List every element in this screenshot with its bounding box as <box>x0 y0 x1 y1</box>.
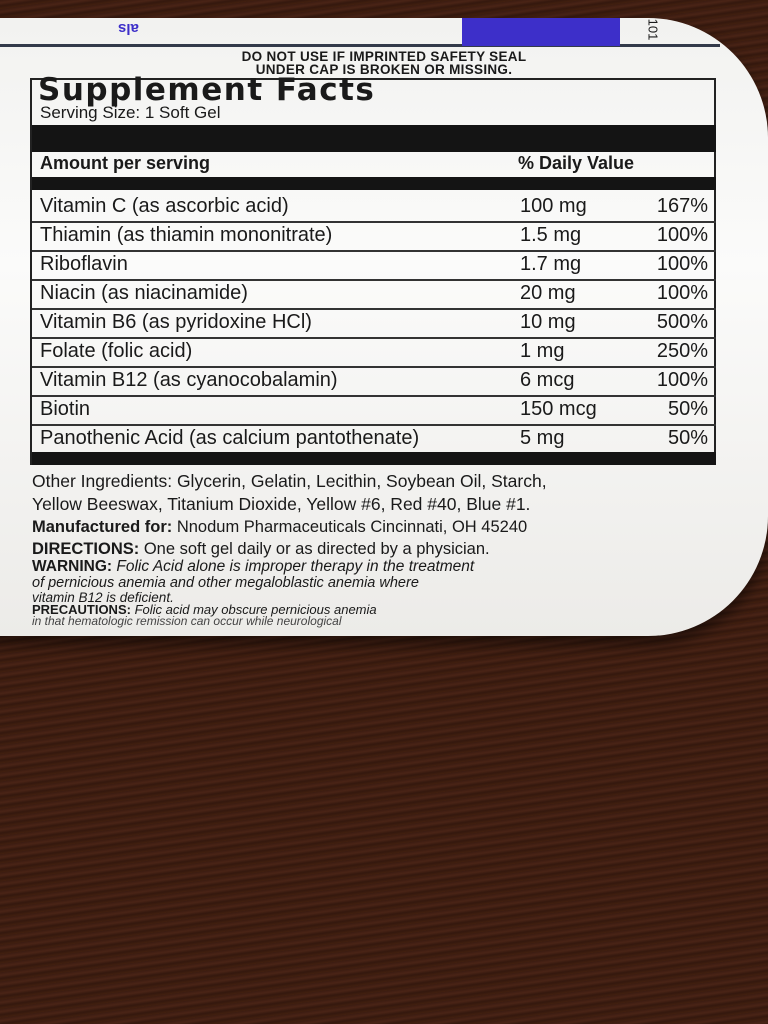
nutrient-daily-value: 100% <box>656 253 708 275</box>
nutrient-amount: 150 mcg <box>520 398 597 420</box>
nutrient-row: Thiamin (as thiamin mononitrate) 1.5 mg 10… <box>32 221 716 252</box>
nutrient-name: Vitamin B6 (as pyridoxine HCl) <box>40 311 312 333</box>
nutrient-name: Biotin <box>40 398 91 420</box>
nutrient-daily-value: 100% <box>656 224 708 246</box>
warning-value: Folic Acid alone is improper therapy in … <box>116 558 475 575</box>
nutrient-row: Vitamin C (as ascorbic acid) 100 mg 167% <box>32 192 716 223</box>
nutrient-amount: 1 mg <box>520 340 565 362</box>
divider-bar <box>32 452 716 465</box>
serving-size: Serving Size: 1 Soft Gel <box>40 103 221 122</box>
nutrient-name: Niacin (as niacinamide) <box>40 282 248 304</box>
nutrient-row: Biotin 150 mcg 50% <box>32 395 716 426</box>
directions-value: One soft gel daily or as directed by a p… <box>143 540 490 558</box>
bottle-label <box>0 18 768 636</box>
header-amount: Amount per serving <box>40 153 211 173</box>
warning-label: WARNING: <box>32 558 113 575</box>
nutrient-row: Vitamin B12 (as cyanocobalamin) 6 mcg 100% <box>32 366 716 397</box>
manufactured-label: Manufactured for: <box>32 518 173 536</box>
nutrient-name: Thiamin (as thiamin mononitrate) <box>40 224 333 246</box>
manufactured-value: Nnodum Pharmaceuticals Cincinnati, OH 45… <box>176 518 528 536</box>
brand-logo-block <box>462 18 620 46</box>
precautions: PRECAUTIONS: Folic acid may obscure pern… <box>32 602 377 617</box>
nutrient-daily-value: 167% <box>656 195 708 217</box>
nutrient-daily-value: 500% <box>656 311 708 333</box>
label-top-strip: als 101 <box>0 18 720 47</box>
brand-fragment-left: als <box>118 20 139 37</box>
seal-warning-line-1: DO NOT USE IF IMPRINTED SAFETY SEAL <box>241 49 527 64</box>
precautions-line-2: in that hematologic remission can occur … <box>32 614 342 628</box>
nutrient-name: Folate (folic acid) <box>40 340 193 362</box>
nutrient-row: Vitamin B6 (as pyridoxine HCl) 10 mg 500% <box>32 308 716 339</box>
nutrient-name: Vitamin C (as ascorbic acid) <box>40 195 289 217</box>
nutrient-amount: 1.5 mg <box>520 224 582 246</box>
nutrient-daily-value: 50% <box>667 398 708 420</box>
nutrient-amount: 10 mg <box>520 311 576 333</box>
nutrient-row: Panothenic Acid (as calcium pantothenate… <box>32 424 716 455</box>
seal-warning-line-2: UNDER CAP IS BROKEN OR MISSING. <box>255 62 513 77</box>
divider-bar <box>32 125 716 152</box>
nutrient-name: Riboflavin <box>40 253 128 275</box>
nutrient-amount: 100 mg <box>520 195 587 217</box>
manufacturer: Manufactured for: Nnodum Pharmaceuticals… <box>32 518 527 537</box>
nutrient-amount: 20 mg <box>520 282 576 304</box>
nutrient-amount: 5 mg <box>520 427 565 449</box>
nutrient-daily-value: 250% <box>656 340 708 362</box>
nutrient-name: Vitamin B12 (as cyanocobalamin) <box>40 369 338 391</box>
brand-fragment-right: 101 <box>645 18 661 41</box>
warning-line-2: of pernicious anemia and other megalobla… <box>32 575 419 591</box>
precautions-value: Folic acid may obscure pernicious anemia <box>134 602 377 617</box>
nutrient-daily-value: 50% <box>667 427 708 449</box>
nutrient-daily-value: 100% <box>656 282 708 304</box>
divider-bar <box>32 177 716 190</box>
other-ingredients-line-2: Yellow Beeswax, Titanium Dioxide, Yellow… <box>32 494 531 514</box>
directions-label: DIRECTIONS: <box>32 540 140 558</box>
facts-title: Supplement Facts <box>38 72 376 108</box>
warning: WARNING: Folic Acid alone is improper th… <box>32 558 474 576</box>
nutrient-amount: 1.7 mg <box>520 253 582 275</box>
nutrient-amount: 6 mcg <box>520 369 575 391</box>
warning-line-3: vitamin B12 is deficient. <box>32 590 174 605</box>
nutrient-row: Folate (folic acid) 1 mg 250% <box>32 337 716 368</box>
nutrient-daily-value: 100% <box>656 369 708 391</box>
nutrient-row: Niacin (as niacinamide) 20 mg 100% <box>32 279 716 310</box>
precautions-label: PRECAUTIONS: <box>32 602 131 617</box>
header-daily-value: % Daily Value <box>518 153 635 173</box>
nutrient-row: Riboflavin 1.7 mg 100% <box>32 250 716 281</box>
other-ingredients-line-1: Other Ingredients: Glycerin, Gelatin, Le… <box>32 471 547 491</box>
nutrient-name: Panothenic Acid (as calcium pantothenate… <box>40 427 420 449</box>
directions: DIRECTIONS: One soft gel daily or as dir… <box>32 540 490 559</box>
